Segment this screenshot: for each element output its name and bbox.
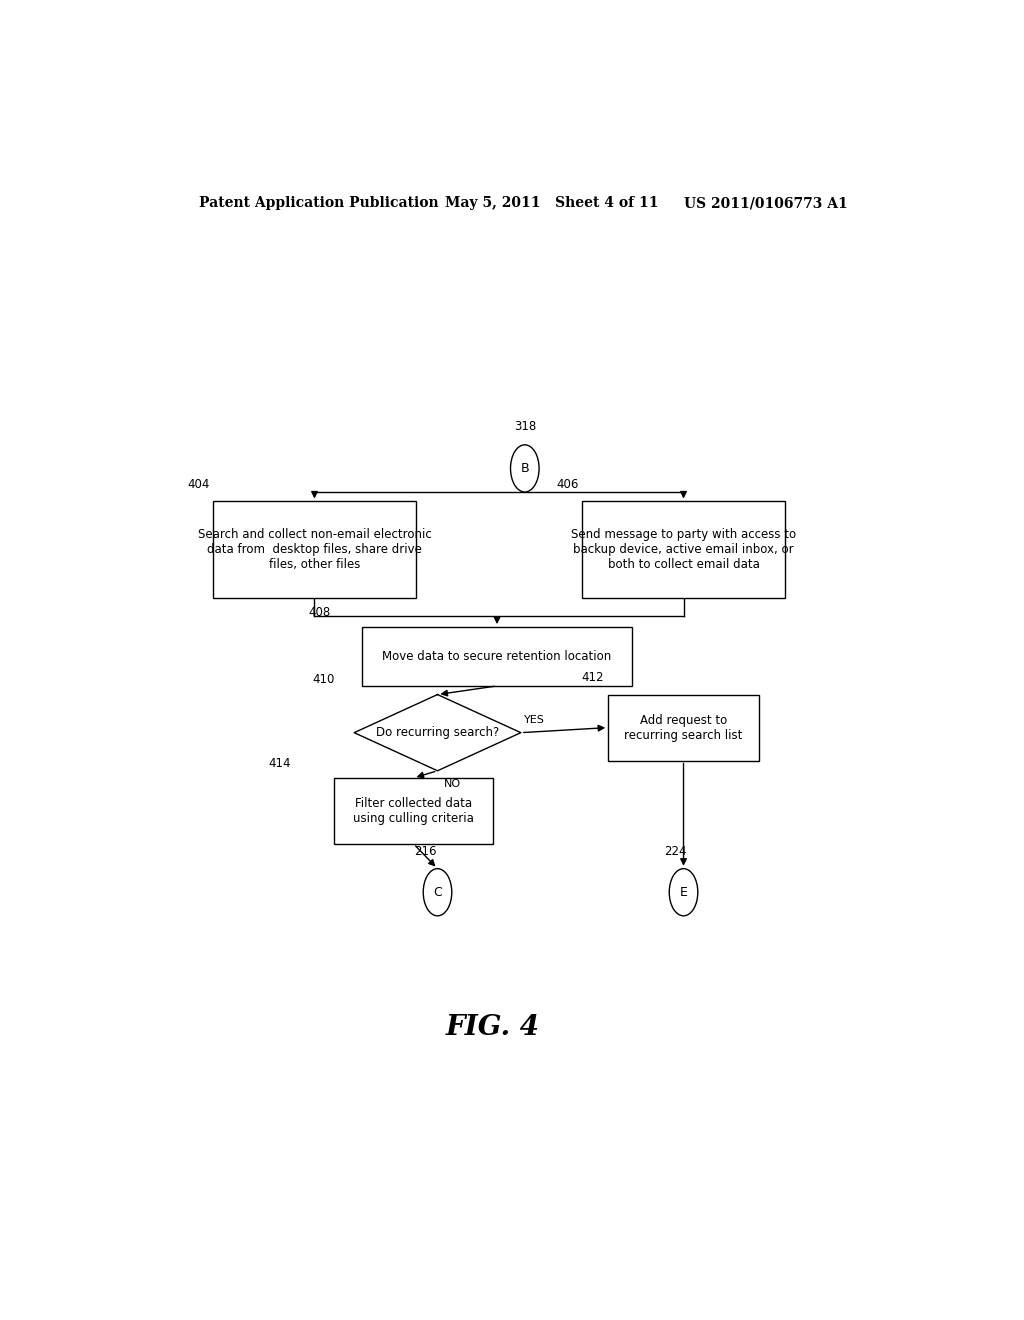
Ellipse shape (511, 445, 539, 492)
Text: 216: 216 (415, 846, 437, 858)
FancyBboxPatch shape (334, 777, 494, 843)
Text: 414: 414 (268, 756, 291, 770)
Text: May 5, 2011   Sheet 4 of 11: May 5, 2011 Sheet 4 of 11 (445, 197, 658, 210)
FancyBboxPatch shape (583, 502, 784, 598)
Text: Patent Application Publication: Patent Application Publication (200, 197, 439, 210)
FancyBboxPatch shape (362, 627, 632, 686)
Text: Send message to party with access to
backup device, active email inbox, or
both : Send message to party with access to bac… (571, 528, 796, 572)
Text: B: B (520, 462, 529, 475)
Text: 404: 404 (187, 478, 209, 491)
Text: 412: 412 (582, 672, 604, 684)
Text: Filter collected data
using culling criteria: Filter collected data using culling crit… (353, 797, 474, 825)
Text: 318: 318 (514, 420, 536, 433)
Text: E: E (680, 886, 687, 899)
Ellipse shape (423, 869, 452, 916)
FancyBboxPatch shape (213, 502, 416, 598)
Ellipse shape (670, 869, 697, 916)
Text: Move data to secure retention location: Move data to secure retention location (382, 649, 611, 663)
Text: YES: YES (524, 714, 545, 725)
Text: 224: 224 (665, 846, 687, 858)
FancyBboxPatch shape (608, 694, 759, 760)
Text: Do recurring search?: Do recurring search? (376, 726, 499, 739)
Text: C: C (433, 886, 442, 899)
Polygon shape (354, 694, 521, 771)
Text: FIG. 4: FIG. 4 (446, 1014, 540, 1041)
Text: Add request to
recurring search list: Add request to recurring search list (625, 714, 742, 742)
Text: 406: 406 (556, 478, 579, 491)
Text: 408: 408 (308, 606, 331, 619)
Text: US 2011/0106773 A1: US 2011/0106773 A1 (684, 197, 847, 210)
Text: 410: 410 (312, 673, 334, 686)
Text: Search and collect non-email electronic
data from  desktop files, share drive
fi: Search and collect non-email electronic … (198, 528, 431, 572)
Text: NO: NO (443, 779, 461, 789)
